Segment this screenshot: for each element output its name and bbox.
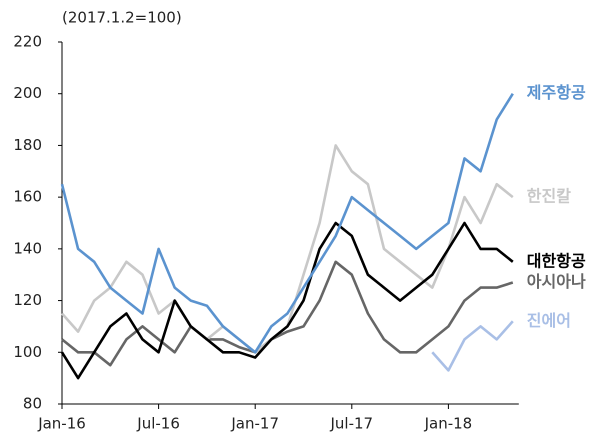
series-line (61, 144, 514, 354)
y-tick-label: 200 (13, 84, 42, 102)
series-label: 아시아나 (527, 272, 586, 291)
x-tick-label: Jul-16 (136, 415, 180, 433)
series-line (60, 221, 514, 380)
y-tick-label: 140 (13, 239, 42, 257)
series-label: 한진칼 (527, 187, 571, 206)
y-tick-label: 100 (13, 343, 42, 361)
series-label: 진에어 (527, 311, 571, 330)
x-tick-label: Jan-17 (230, 415, 279, 433)
y-tick-label: 160 (13, 188, 42, 206)
series-line (60, 93, 514, 354)
series-line (431, 320, 514, 372)
y-tick-label: 220 (13, 33, 42, 51)
chart-subtitle: (2017.1.2=100) (62, 9, 182, 27)
y-tick-label: 120 (13, 291, 42, 309)
x-tick-label: Jan-18 (424, 415, 473, 433)
x-tick-label: Jul-17 (329, 415, 373, 433)
series-label: 대한항공 (527, 251, 586, 270)
y-tick-label: 80 (23, 395, 42, 413)
series-label: 제주항공 (527, 83, 586, 102)
y-tick-label: 180 (13, 136, 42, 154)
x-tick-label: Jan-16 (37, 415, 86, 433)
